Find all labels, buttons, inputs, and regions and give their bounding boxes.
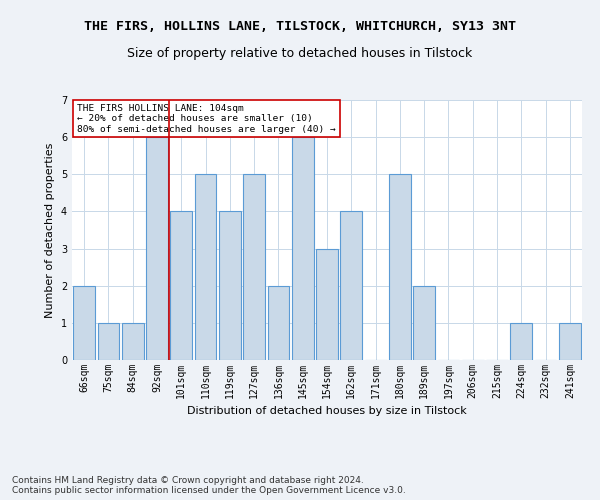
Bar xyxy=(122,323,143,360)
Bar xyxy=(413,286,435,360)
Bar xyxy=(146,137,168,360)
Text: THE FIRS HOLLINS LANE: 104sqm
← 20% of detached houses are smaller (10)
80% of s: THE FIRS HOLLINS LANE: 104sqm ← 20% of d… xyxy=(77,104,336,134)
Text: THE FIRS, HOLLINS LANE, TILSTOCK, WHITCHURCH, SY13 3NT: THE FIRS, HOLLINS LANE, TILSTOCK, WHITCH… xyxy=(84,20,516,33)
Bar xyxy=(316,248,338,360)
Bar xyxy=(268,286,289,360)
X-axis label: Distribution of detached houses by size in Tilstock: Distribution of detached houses by size … xyxy=(187,406,467,416)
Text: Contains HM Land Registry data © Crown copyright and database right 2024.
Contai: Contains HM Land Registry data © Crown c… xyxy=(12,476,406,495)
Bar xyxy=(559,323,581,360)
Bar xyxy=(219,212,241,360)
Bar xyxy=(340,212,362,360)
Y-axis label: Number of detached properties: Number of detached properties xyxy=(46,142,55,318)
Bar xyxy=(73,286,95,360)
Bar xyxy=(511,323,532,360)
Bar xyxy=(243,174,265,360)
Bar xyxy=(389,174,411,360)
Bar xyxy=(170,212,192,360)
Bar xyxy=(194,174,217,360)
Bar xyxy=(97,323,119,360)
Text: Size of property relative to detached houses in Tilstock: Size of property relative to detached ho… xyxy=(127,48,473,60)
Bar xyxy=(292,137,314,360)
